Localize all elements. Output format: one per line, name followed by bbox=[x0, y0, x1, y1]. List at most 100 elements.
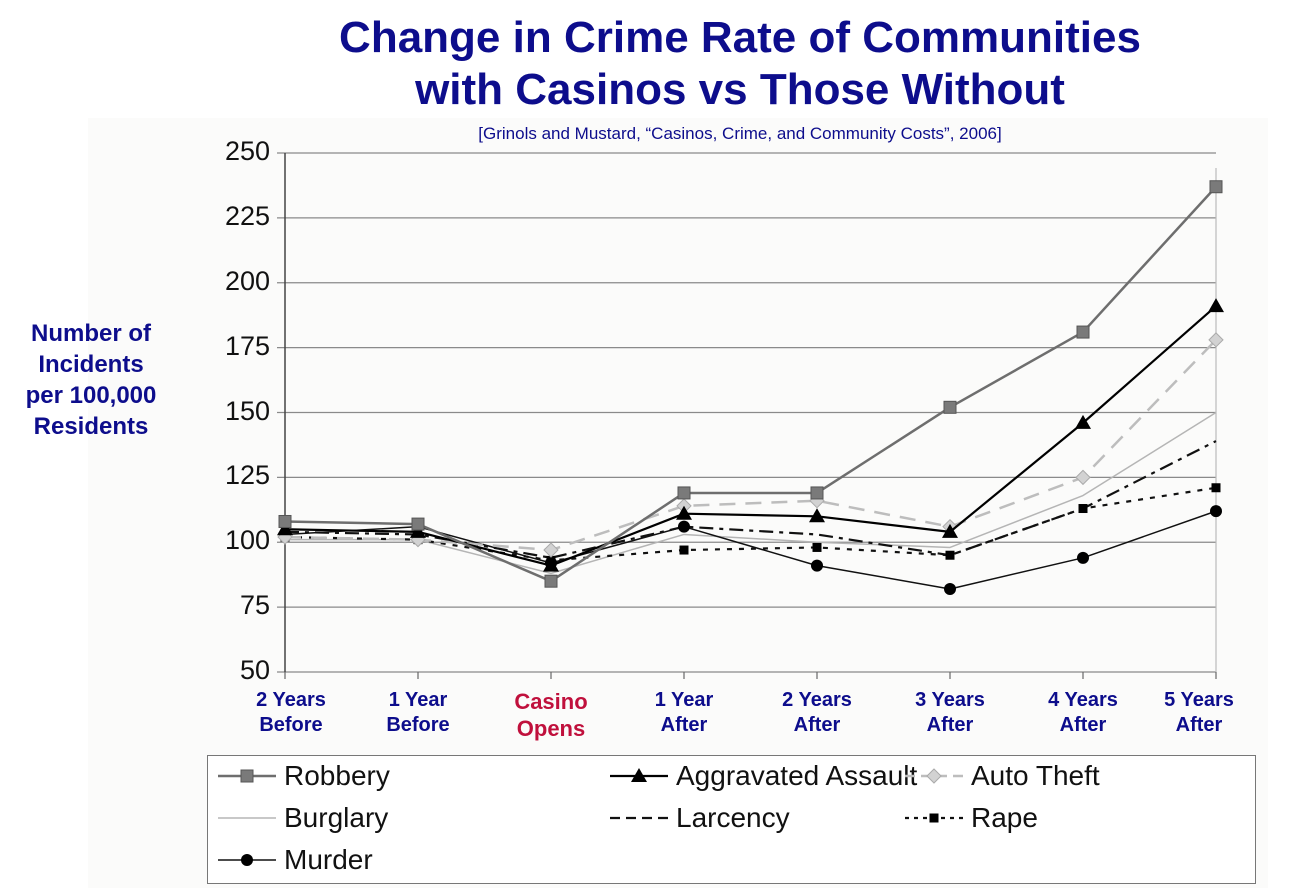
x-tick-label: 1 Year Before bbox=[348, 688, 488, 738]
x-tick-label-line: After bbox=[1175, 714, 1223, 736]
y-tick-label: 125 bbox=[224, 460, 270, 491]
x-tick-label: 4 Years After bbox=[1013, 688, 1153, 738]
data-point-murder bbox=[811, 559, 823, 572]
data-point-rape bbox=[679, 545, 689, 555]
x-tick-label-line: 3 Years bbox=[915, 689, 985, 711]
data-point-aggravated-assault bbox=[942, 523, 958, 538]
x-tick-label-line: 1 Year bbox=[388, 689, 448, 711]
x-tick-label: 5 Years After bbox=[1129, 688, 1269, 738]
data-point-robbery bbox=[278, 514, 292, 528]
x-tick-label: 1 Year After bbox=[614, 688, 754, 738]
legend-swatch-burglary bbox=[218, 817, 276, 819]
series-robbery bbox=[278, 180, 1223, 588]
x-tick-label: 2 Years Before bbox=[221, 688, 361, 738]
legend-item-murder: Murder bbox=[216, 844, 373, 876]
x-tick-label-line: 5 Years bbox=[1164, 689, 1234, 711]
data-point-auto-theft bbox=[1075, 469, 1091, 486]
legend-marker bbox=[926, 768, 942, 784]
legend-swatch-larcency bbox=[610, 816, 668, 820]
x-tick-label: 2 Years After bbox=[747, 688, 887, 738]
x-tick-label-line: Casino bbox=[514, 689, 588, 714]
data-point-murder bbox=[1210, 505, 1222, 518]
legend-item-auto-theft: Auto Theft bbox=[903, 760, 1100, 792]
legend-marker bbox=[240, 769, 254, 783]
series-aggravated-assault bbox=[277, 298, 1224, 572]
legend-swatch-auto-theft bbox=[905, 768, 963, 784]
data-point-robbery bbox=[677, 486, 691, 500]
legend-label: Murder bbox=[284, 844, 373, 875]
chart-title-line-2: with Casinos vs Those Without bbox=[415, 65, 1065, 114]
data-point-rape bbox=[812, 542, 822, 552]
data-point-rape bbox=[1078, 504, 1088, 514]
data-point-murder bbox=[678, 520, 690, 533]
data-point-rape bbox=[1211, 483, 1221, 493]
y-tick-label: 175 bbox=[224, 330, 270, 361]
legend-swatch-rape bbox=[905, 813, 963, 823]
legend-item-burglary: Burglary bbox=[216, 802, 388, 834]
legend-label: Aggravated Assault bbox=[676, 760, 918, 791]
data-point-robbery bbox=[411, 517, 425, 531]
x-tick-label: 3 Years After bbox=[880, 688, 1020, 738]
series-line-robbery bbox=[284, 185, 1217, 583]
y-tick-label: 225 bbox=[224, 200, 270, 231]
legend-label: Robbery bbox=[284, 760, 390, 791]
x-tick-label-line: 4 Years bbox=[1048, 689, 1118, 711]
chart-title-line-1: Change in Crime Rate of Communities bbox=[339, 13, 1141, 62]
data-point-robbery bbox=[810, 486, 824, 500]
y-tick-label: 50 bbox=[239, 655, 270, 685]
x-tick-label-line: After bbox=[660, 714, 708, 736]
data-point-rape bbox=[945, 550, 955, 560]
series-line-burglary bbox=[285, 411, 1217, 575]
legend-label: Rape bbox=[971, 802, 1038, 833]
data-point-auto-theft bbox=[1208, 332, 1224, 348]
legend: Robbery Aggravated Assault Auto Theft Burgl… bbox=[207, 755, 1256, 884]
data-point-auto-theft bbox=[543, 542, 559, 558]
y-axis-label-line: per 100,000 bbox=[25, 382, 157, 409]
legend-label: Auto Theft bbox=[971, 760, 1100, 791]
y-axis-label: Number of Incidents per 100,000 Resident… bbox=[6, 318, 176, 442]
x-tick-label-line: 2 Years bbox=[782, 689, 852, 711]
legend-swatch-aggravated-assault bbox=[610, 768, 668, 782]
series-line-auto-theft bbox=[284, 338, 1217, 552]
legend-marker bbox=[241, 854, 253, 866]
y-axis-label-line: Number of bbox=[31, 320, 151, 347]
data-point-aggravated-assault bbox=[1208, 298, 1224, 313]
legend-label: Burglary bbox=[284, 802, 389, 833]
x-tick-label-line: Before bbox=[259, 714, 323, 736]
legend-label: Larcency bbox=[676, 802, 790, 833]
x-tick-label-line: After bbox=[793, 714, 841, 736]
legend-item-robbery: Robbery bbox=[216, 760, 390, 792]
data-point-aggravated-assault bbox=[676, 505, 692, 520]
data-point-murder bbox=[944, 582, 956, 595]
legend-marker bbox=[929, 813, 939, 823]
data-point-aggravated-assault bbox=[809, 508, 825, 523]
y-axis-label-line: Incidents bbox=[38, 351, 144, 378]
series-line-aggravated-assault bbox=[284, 305, 1217, 567]
series-line-murder bbox=[284, 510, 1217, 590]
x-tick-label-line: 1 Year bbox=[654, 689, 714, 711]
series-burglary bbox=[285, 411, 1217, 575]
y-tick-label: 250 bbox=[224, 136, 270, 166]
y-tick-label: 75 bbox=[239, 590, 270, 621]
data-point-robbery bbox=[544, 574, 558, 588]
x-tick-label-line: Before bbox=[386, 714, 450, 736]
data-point-aggravated-assault bbox=[1075, 414, 1091, 429]
legend-marker bbox=[631, 768, 647, 782]
legend-swatch-robbery bbox=[218, 769, 276, 783]
legend-item-rape: Rape bbox=[903, 802, 1038, 834]
chart-subtitle: [Grinols and Mustard, “Casinos, Crime, a… bbox=[478, 124, 1002, 143]
legend-swatch-murder bbox=[218, 854, 276, 866]
data-point-aggravated-assault bbox=[543, 557, 559, 572]
data-point-aggravated-assault bbox=[277, 521, 293, 536]
series-line-rape bbox=[284, 486, 1217, 562]
chart-title: Change in Crime Rate of Communities with… bbox=[240, 12, 1240, 116]
data-point-robbery bbox=[943, 400, 957, 414]
data-point-aggravated-assault bbox=[410, 523, 426, 538]
y-tick-label: 200 bbox=[224, 265, 270, 296]
legend-item-larcency: Larcency bbox=[608, 802, 790, 834]
data-point-murder bbox=[1077, 551, 1089, 564]
x-tick-label-line: After bbox=[926, 714, 974, 736]
x-tick-label-line: 2 Years bbox=[256, 689, 326, 711]
y-tick-label: 150 bbox=[224, 395, 270, 426]
